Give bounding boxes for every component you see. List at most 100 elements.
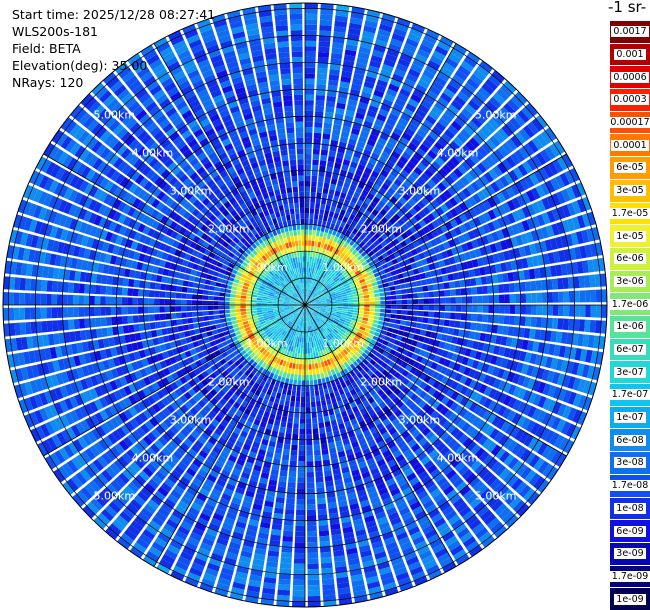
- ray-gate-cell: [334, 316, 341, 321]
- ray-gate-cell: [318, 384, 323, 391]
- ray-gate-cell: [527, 437, 539, 450]
- ray-gate-cell: [320, 242, 325, 249]
- ray-gate-cell: [488, 305, 494, 314]
- ray-gate-cell: [571, 333, 579, 346]
- ray-gate-cell: [381, 13, 396, 23]
- ray-gate-cell: [442, 326, 449, 334]
- ray-gate-cell: [561, 154, 573, 168]
- ray-gate-cell: [343, 199, 351, 207]
- ray-gate-cell: [261, 305, 268, 308]
- ray-gate-cell: [331, 259, 337, 266]
- ray-gate-cell: [176, 319, 183, 326]
- ray-gate-cell: [311, 285, 315, 291]
- ray-gate-cell: [296, 358, 300, 364]
- ray-gate-cell: [353, 305, 359, 308]
- ray-gate-cell: [368, 294, 375, 298]
- ray-gate-cell: [313, 246, 317, 253]
- ray-gate-cell: [430, 362, 439, 370]
- ray-gate-cell: [351, 317, 358, 322]
- ray-gate-cell: [403, 165, 413, 175]
- ray-gate-cell: [307, 547, 318, 554]
- ray-gate-cell: [477, 342, 485, 351]
- ray-gate-cell: [332, 42, 344, 49]
- ray-gate-cell: [281, 415, 288, 423]
- ray-gate-cell: [574, 290, 581, 303]
- ray-gate-cell: [428, 110, 440, 121]
- ray-gate-cell: [325, 310, 332, 314]
- ray-gate-cell: [320, 278, 326, 284]
- ray-gate-cell: [413, 133, 424, 143]
- ray-gate-cell: [305, 137, 313, 144]
- ray-gate-cell: [420, 172, 430, 182]
- ray-gate-cell: [314, 390, 320, 397]
- ray-gate-cell: [373, 232, 381, 240]
- ray-gate-cell: [531, 305, 537, 315]
- ray-gate-cell: [349, 246, 355, 253]
- ray-gate-cell: [279, 470, 288, 477]
- ray-gate-cell: [346, 38, 359, 47]
- ray-gate-cell: [322, 266, 327, 273]
- ray-gate-cell: [306, 439, 313, 446]
- ray-gate-cell: [453, 152, 464, 163]
- ray-gate-cell: [316, 73, 328, 80]
- ray-gate-cell: [310, 273, 314, 279]
- ray-gate-cell: [387, 173, 396, 183]
- ray-gate-cell: [555, 358, 564, 371]
- ray-gate-cell: [313, 295, 319, 300]
- ray-gate-cell: [305, 67, 316, 74]
- ray-gate-cell: [391, 300, 397, 305]
- ray-gate-cell: [367, 318, 374, 323]
- ray-gate-cell: [305, 353, 308, 359]
- ray-gate-cell: [464, 399, 474, 410]
- ray-gate-cell: [457, 91, 470, 103]
- ray-gate-cell: [522, 161, 533, 174]
- ray-gate-cell: [468, 169, 479, 180]
- ray-gate-cell: [506, 199, 516, 211]
- ray-gate-cell: [377, 366, 385, 373]
- ray-gate-cell: [321, 286, 326, 292]
- ray-gate-cell: [389, 196, 398, 204]
- ray-gate-cell: [305, 245, 308, 252]
- ray-gate-cell: [352, 296, 359, 300]
- ray-gate-cell: [434, 297, 440, 304]
- ray-gate-cell: [320, 301, 327, 304]
- ray-gate-cell: [407, 198, 417, 207]
- ray-gate-cell: [305, 375, 309, 381]
- ray-gate-cell: [332, 284, 338, 289]
- ray-gate-cell: [337, 305, 343, 307]
- ray-gate-cell: [541, 197, 551, 210]
- ray-gate-cell: [581, 260, 589, 274]
- ray-gate-cell: [342, 298, 348, 301]
- ray-gate-cell: [305, 121, 313, 128]
- ray-gate-cell: [326, 299, 332, 302]
- ray-gate-cell: [497, 325, 504, 335]
- ray-gate-cell: [433, 261, 441, 269]
- ray-gate-cell: [549, 143, 561, 158]
- ray-gate-cell: [552, 251, 561, 263]
- ray-gate-cell: [372, 258, 380, 264]
- ray-gate-cell: [381, 195, 389, 204]
- ray-gate-cell: [331, 240, 337, 248]
- ray-gate-cell: [315, 300, 321, 303]
- ray-gate-cell: [516, 463, 528, 477]
- ray-gate-cell: [364, 167, 373, 175]
- ray-gate-cell: [418, 349, 426, 357]
- ray-gate-cell: [345, 338, 352, 345]
- ray-gate-cell: [197, 311, 204, 317]
- ray-gate-cell: [488, 295, 494, 304]
- ray-gate-cell: [328, 317, 334, 321]
- ray-gate-cell: [418, 400, 427, 409]
- ray-gate-cell: [565, 262, 573, 275]
- ray-gate-cell: [241, 317, 248, 322]
- ray-gate-cell: [447, 327, 455, 336]
- ray-gate-cell: [317, 503, 327, 510]
- ray-gate-cell: [378, 108, 389, 118]
- ray-gate-cell: [460, 128, 472, 140]
- ray-gate-cell: [315, 471, 324, 478]
- ray-gate-cell: [288, 476, 296, 483]
- ray-gate-cell: [428, 291, 435, 298]
- ray-gate-cell: [396, 299, 403, 305]
- ray-gate-cell: [311, 279, 315, 285]
- ray-gate-cell: [337, 264, 343, 271]
- ray-gate-cell: [391, 344, 399, 351]
